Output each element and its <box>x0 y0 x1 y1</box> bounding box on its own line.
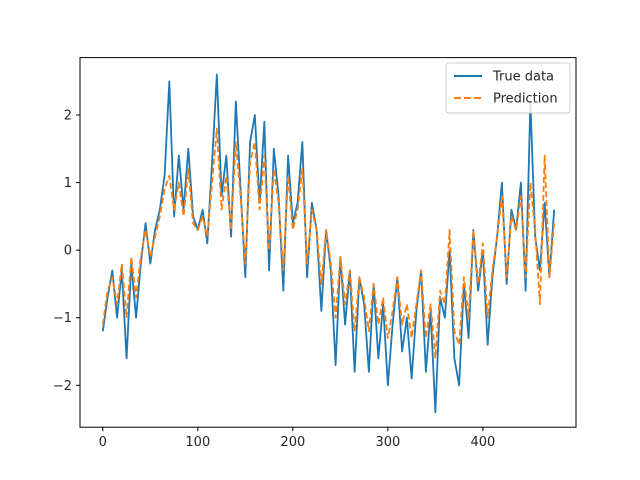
x-tick-label: 300 <box>375 435 400 450</box>
legend: True data Prediction <box>445 62 571 114</box>
y-tick-label: 2 <box>64 109 72 124</box>
x-tick-label: 200 <box>280 435 305 450</box>
axes-frame <box>79 57 577 428</box>
y-tick-label: −2 <box>53 379 72 394</box>
plot-area <box>101 73 556 414</box>
x-tick-label: 0 <box>99 435 107 450</box>
y-tick-label: 1 <box>64 176 72 191</box>
series-line-prediction <box>101 127 556 360</box>
y-tick-label: −1 <box>53 311 72 326</box>
x-tick-label: 100 <box>185 435 210 450</box>
y-tick-label: 0 <box>64 244 72 259</box>
legend-label-prediction: Prediction <box>493 92 558 107</box>
series-line-true-data <box>101 73 556 414</box>
axis-ticks: 0 100 200 300 400 −2 −1 0 1 2 <box>53 109 495 451</box>
legend-label-true-data: True data <box>492 70 554 85</box>
x-tick-label: 400 <box>470 435 495 450</box>
